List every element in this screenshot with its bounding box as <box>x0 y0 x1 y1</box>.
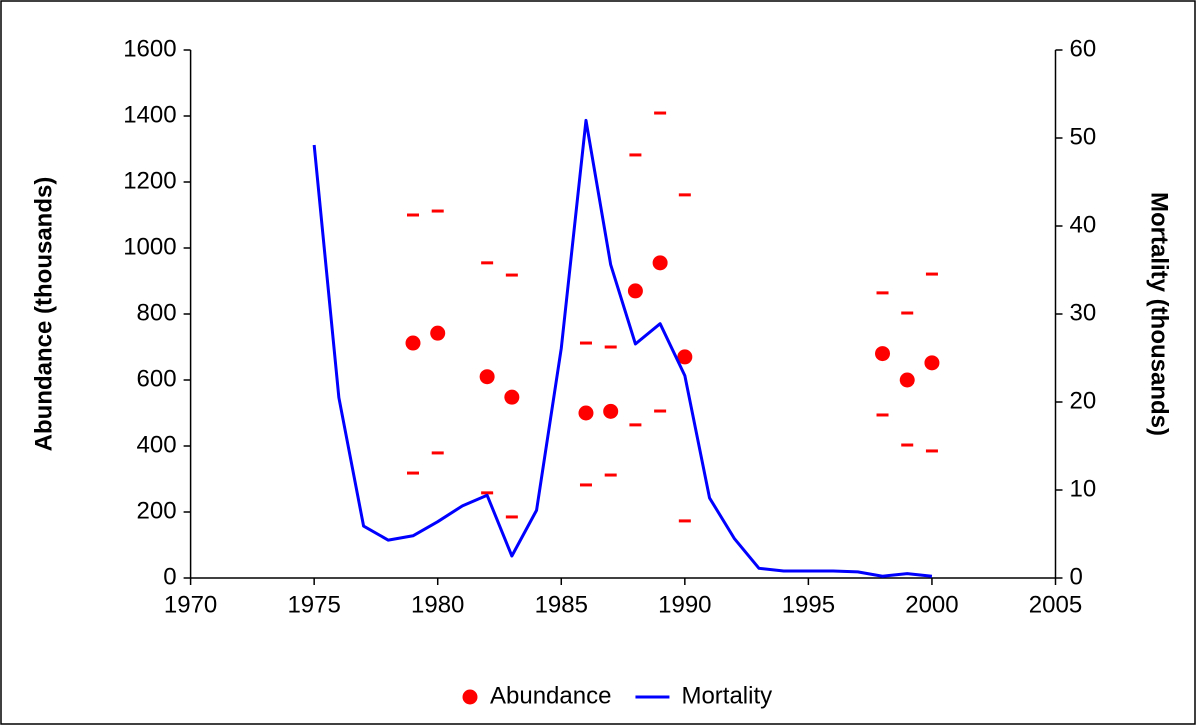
y2-tick-label: 40 <box>1070 211 1097 238</box>
x-tick-label: 1995 <box>782 591 835 618</box>
error-lower <box>876 413 889 417</box>
abundance-point <box>430 325 446 341</box>
abundance-point <box>652 255 668 271</box>
error-upper <box>579 341 592 345</box>
x-tick-label: 1980 <box>411 591 464 618</box>
abundance-point <box>578 405 594 421</box>
error-lower <box>629 423 642 427</box>
x-tick-label: 1990 <box>658 591 711 618</box>
mortality-line <box>312 118 933 578</box>
abundance-point <box>405 335 421 351</box>
error-upper <box>604 345 617 349</box>
error-upper <box>505 273 518 277</box>
abundance-point <box>479 369 495 385</box>
error-lower <box>505 515 518 519</box>
y2-tick-label: 10 <box>1070 475 1097 502</box>
y-tick-label: 1600 <box>123 35 176 62</box>
y-tick-label: 600 <box>137 365 177 392</box>
y2-tick-label: 20 <box>1070 387 1097 414</box>
y2-tick-label: 30 <box>1070 299 1097 326</box>
abundance-point <box>677 349 693 365</box>
y2-axis-title: Mortality (thousands) <box>1146 192 1173 436</box>
y-axis-title: Abundance (thousands) <box>30 177 57 452</box>
abundance-point <box>603 403 619 419</box>
legend-label: Abundance <box>490 682 611 709</box>
abundance-point <box>504 389 520 405</box>
y-tick-label: 1000 <box>123 233 176 260</box>
error-upper <box>481 261 494 265</box>
error-lower <box>901 443 914 447</box>
error-upper <box>876 291 889 295</box>
x-tick-label: 1985 <box>535 591 588 618</box>
legend-marker <box>462 689 478 705</box>
error-upper <box>629 153 642 157</box>
abundance-point <box>627 283 643 299</box>
error-upper <box>407 213 420 217</box>
y-tick-label: 1200 <box>123 167 176 194</box>
error-upper <box>925 272 938 276</box>
x-tick-label: 2005 <box>1029 591 1082 618</box>
y-tick-label: 1400 <box>123 101 176 128</box>
abundance-point <box>899 372 915 388</box>
error-lower <box>604 473 617 477</box>
y-tick-label: 200 <box>137 497 177 524</box>
y-tick-label: 0 <box>163 563 176 590</box>
error-lower <box>431 451 444 455</box>
x-tick-label: 2000 <box>905 591 958 618</box>
x-tick-label: 1970 <box>164 591 217 618</box>
error-upper <box>678 193 691 197</box>
legend-label: Mortality <box>681 682 772 709</box>
y2-tick-label: 60 <box>1070 35 1097 62</box>
error-lower <box>654 409 667 413</box>
x-tick-label: 1975 <box>287 591 340 618</box>
y-tick-label: 800 <box>137 299 177 326</box>
y2-tick-label: 0 <box>1070 563 1083 590</box>
y-tick-label: 400 <box>137 431 177 458</box>
y2-tick-label: 50 <box>1070 123 1097 150</box>
error-upper <box>654 111 667 115</box>
error-lower <box>579 483 592 487</box>
error-upper <box>431 209 444 213</box>
error-upper <box>901 311 914 315</box>
error-lower <box>481 491 494 495</box>
abundance-point <box>875 346 891 362</box>
error-lower <box>925 449 938 453</box>
abundance-point <box>924 355 940 371</box>
error-lower <box>678 519 691 523</box>
error-lower <box>407 471 420 475</box>
